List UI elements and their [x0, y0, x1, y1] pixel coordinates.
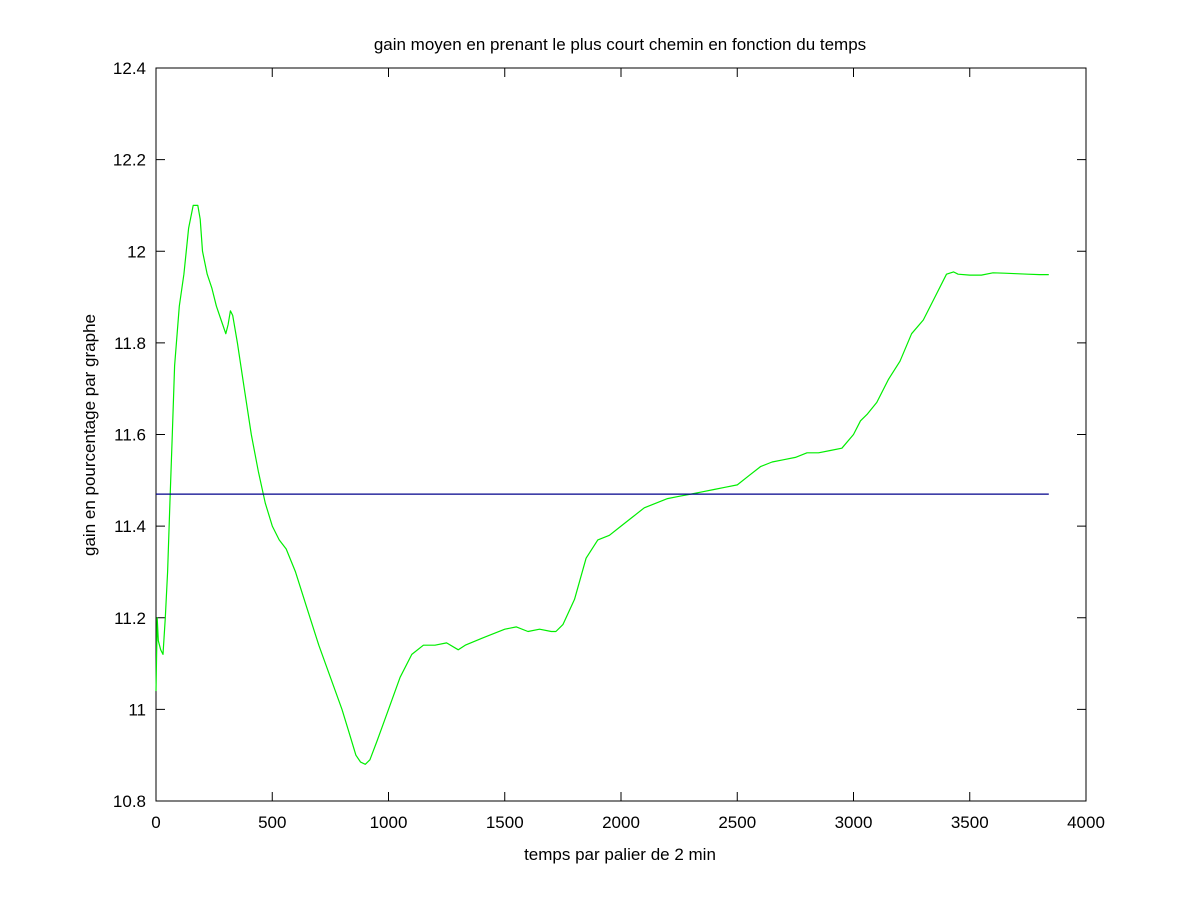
y-tick-label: 11.4 [114, 517, 146, 536]
x-tick-label: 2000 [602, 813, 640, 832]
x-axis-label: temps par palier de 2 min [524, 845, 716, 864]
y-tick-label: 12.2 [113, 151, 146, 170]
x-tick-label: 1000 [370, 813, 408, 832]
y-tick-label: 12.4 [113, 59, 146, 78]
x-tick-label: 0 [151, 813, 160, 832]
series-line-0 [155, 204, 1049, 765]
x-tick-label: 3000 [835, 813, 873, 832]
y-axis-label: gain en pourcentage par graphe [80, 314, 99, 556]
y-tick-label: 12 [127, 242, 146, 261]
chart-title: gain moyen en prenant le plus court chem… [374, 35, 866, 54]
plot-area-frame [155, 67, 1087, 802]
x-tick-label: 4000 [1067, 813, 1105, 832]
x-tick-label: 1500 [486, 813, 524, 832]
y-axis: 10.8 11 11.2 11.4 11.6 11.8 12 12.2 12.4 [113, 59, 1086, 811]
series-group [155, 204, 1049, 765]
y-tick-label: 10.8 [113, 792, 146, 811]
x-tick-label: 3500 [951, 813, 989, 832]
y-tick-label: 11.6 [114, 426, 146, 445]
x-tick-label: 500 [258, 813, 286, 832]
y-tick-label: 11 [128, 700, 146, 719]
y-tick-label: 11.8 [114, 334, 146, 353]
x-tick-label: 2500 [718, 813, 756, 832]
y-tick-label: 11.2 [114, 609, 146, 628]
x-axis: 0 500 1000 1500 2000 2500 3000 3500 4000 [151, 68, 1105, 832]
